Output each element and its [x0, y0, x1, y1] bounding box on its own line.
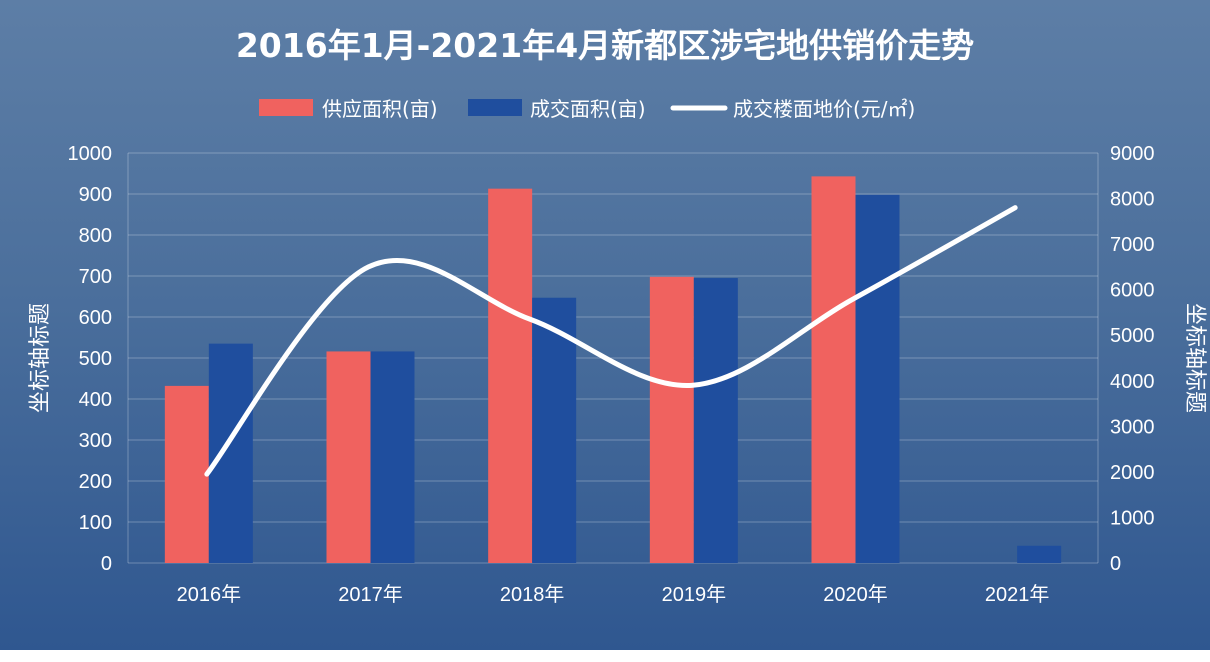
y-tick-right: 2000 [1110, 462, 1155, 484]
y-tick-right: 0 [1110, 553, 1121, 575]
bar-deal [532, 297, 577, 563]
line-price [204, 205, 1018, 477]
y-tick-right: 7000 [1110, 234, 1155, 256]
legend-label-supply: 供应面积(亩) [322, 97, 438, 121]
legend: 供应面积(亩) 成交面积(亩) 成交楼面地价(元/㎡) [259, 97, 915, 121]
legend-label-deal: 成交面积(亩) [530, 97, 646, 121]
x-tick-label: 2021年 [985, 583, 1050, 606]
y-axis-right-title: 坐标轴标题 [1182, 303, 1207, 413]
x-axis: 2016年 2017年 2018年 2019年 2020年 2021年 [177, 583, 1050, 606]
bar-supply [488, 188, 533, 564]
bars [164, 176, 1062, 564]
bar-deal [693, 278, 738, 563]
y-tick-left: 0 [101, 553, 112, 575]
y-tick-right: 9000 [1110, 143, 1155, 165]
y-tick-left: 800 [79, 225, 112, 247]
y-tick-left: 700 [79, 266, 112, 288]
legend-swatch-deal [468, 99, 522, 116]
bar-supply [326, 351, 371, 563]
bar-deal [855, 194, 900, 563]
bar-supply [649, 276, 694, 563]
x-tick-label: 2018年 [500, 583, 565, 606]
y-tick-left: 400 [79, 389, 112, 411]
x-tick-label: 2017年 [338, 583, 403, 606]
y-tick-left: 900 [79, 184, 112, 206]
y-tick-right: 3000 [1110, 416, 1155, 438]
legend-swatch-supply [259, 99, 313, 116]
bar-supply [811, 176, 856, 563]
y-tick-left: 100 [79, 512, 112, 534]
x-tick-label: 2016年 [177, 583, 242, 606]
y-tick-right: 1000 [1110, 507, 1155, 529]
y-tick-right: 4000 [1110, 371, 1155, 393]
y-tick-left: 500 [79, 348, 112, 370]
y-tick-right: 6000 [1110, 280, 1155, 302]
chart-title: 2016年1月-2021年4月新都区涉宅地供销价走势 [236, 26, 974, 65]
price-line [204, 205, 1018, 477]
bar-deal [208, 343, 253, 563]
y-tick-left: 1000 [68, 143, 113, 165]
y-tick-left: 200 [79, 471, 112, 493]
legend-label-price: 成交楼面地价(元/㎡) [733, 97, 915, 121]
y-tick-right: 8000 [1110, 189, 1155, 211]
y-axis-left: 0 100 200 300 400 500 600 700 800 900 1000 [68, 143, 113, 575]
bar-deal [370, 351, 415, 563]
y-axis-left-title: 坐标轴标题 [28, 303, 53, 413]
bar-supply [164, 385, 209, 563]
y-tick-left: 600 [79, 307, 112, 329]
y-axis-right: 0 1000 2000 3000 4000 5000 6000 7000 8000 9000 [1110, 143, 1155, 575]
bar-deal [1017, 545, 1062, 563]
gridlines [127, 152, 1099, 564]
y-tick-left: 300 [79, 430, 112, 452]
x-tick-label: 2020年 [823, 583, 888, 606]
x-tick-label: 2019年 [662, 583, 727, 606]
y-tick-right: 5000 [1110, 325, 1155, 347]
